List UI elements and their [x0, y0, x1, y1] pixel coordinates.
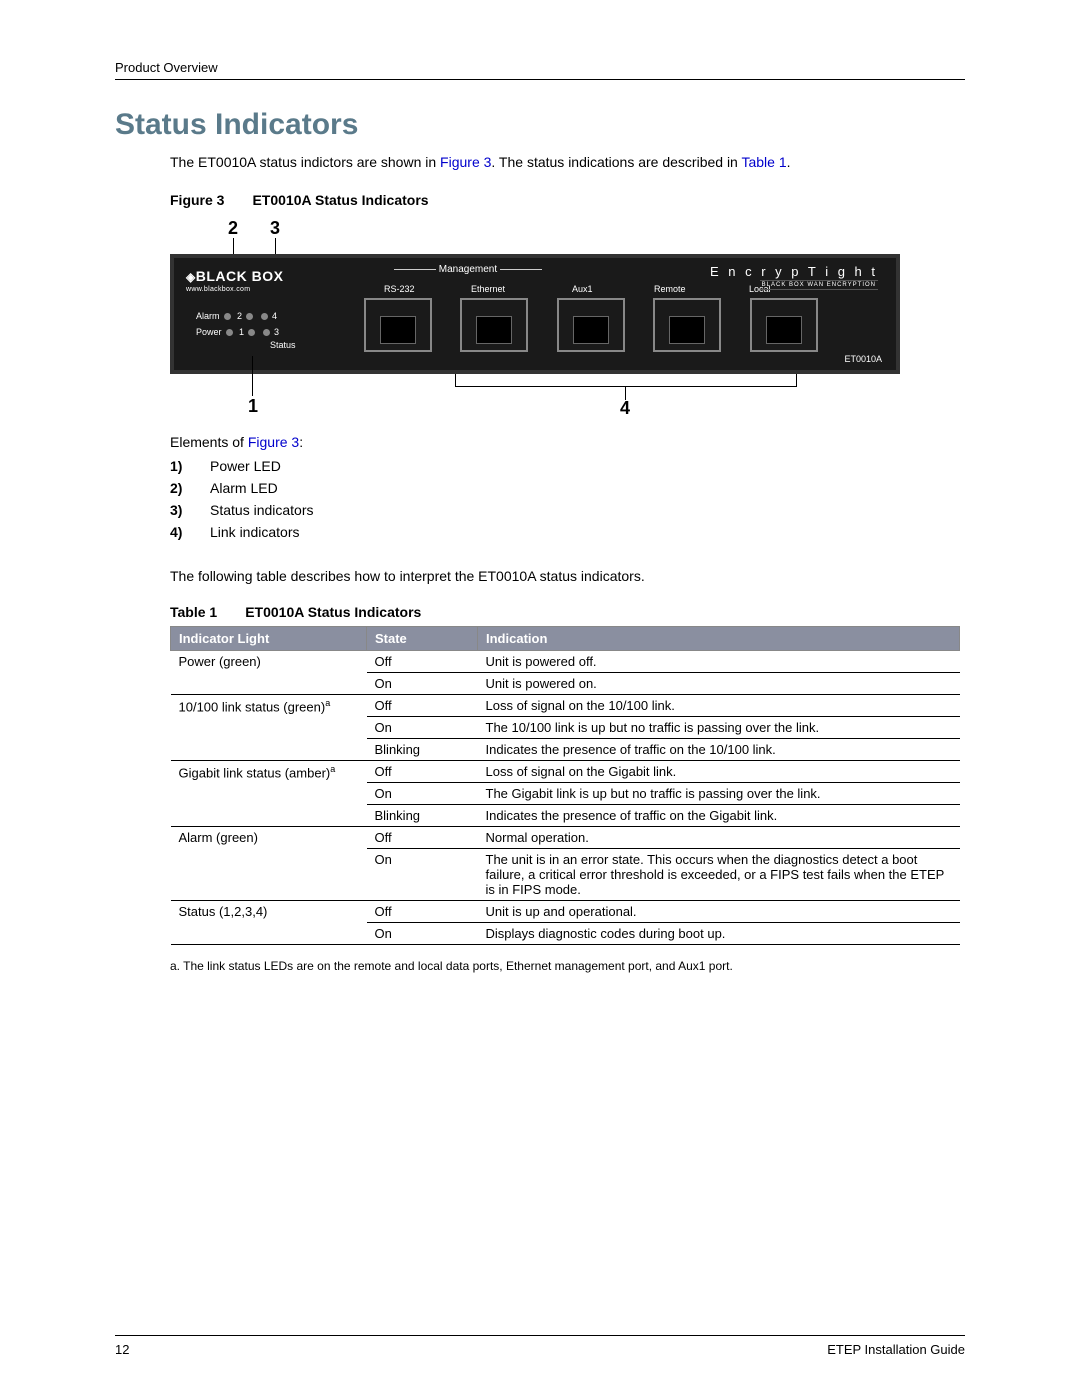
intro-post: .	[787, 154, 791, 170]
table-row: 10/100 link status (green)a Off Loss of …	[171, 695, 960, 717]
page-title: Status Indicators	[115, 108, 965, 142]
port-label-remote: Remote	[654, 284, 686, 294]
port-label-rs232: RS-232	[384, 284, 415, 294]
encryptight-brand: E n c r y p T i g h t	[710, 264, 878, 279]
intro-mid: . The status indications are described i…	[491, 154, 741, 170]
th-state: State	[367, 627, 478, 651]
status-label: Status	[270, 340, 296, 350]
device-front-panel: ◈BLACK BOX www.blackbox.com Alarm 24 Pow…	[170, 254, 900, 374]
callout-4: 4	[620, 398, 630, 419]
figure-caption: Figure 3 ET0010A Status Indicators	[115, 192, 965, 208]
port-label-ethernet: Ethernet	[471, 284, 505, 294]
intro-pre: The ET0010A status indictors are shown i…	[170, 154, 440, 170]
page-footer: 12 ETEP Installation Guide	[115, 1335, 965, 1357]
elem-text: Status indicators	[210, 502, 314, 518]
port-local	[750, 298, 818, 352]
th-indicator: Indicator Light	[171, 627, 367, 651]
port-ethernet	[460, 298, 528, 352]
table-row: Power (green) Off Unit is powered off.	[171, 651, 960, 673]
table-label: Table 1	[170, 604, 217, 620]
table-title: ET0010A Status Indicators	[245, 604, 421, 620]
figure-label: Figure 3	[170, 192, 224, 208]
figure3-link-2[interactable]: Figure 3	[248, 434, 299, 450]
callout-3: 3	[270, 218, 280, 239]
blackbox-url: www.blackbox.com	[186, 286, 250, 293]
port-rs232	[364, 298, 432, 352]
elem-text: Power LED	[210, 458, 281, 474]
th-indication: Indication	[478, 627, 960, 651]
header-section: Product Overview	[115, 60, 965, 75]
elem-num: 1)	[170, 458, 210, 474]
elem-num: 3)	[170, 502, 210, 518]
status-indicators-table: Indicator Light State Indication Power (…	[170, 626, 960, 945]
led-block: Alarm 24 Power 13	[196, 308, 279, 340]
elements-list: 1)Power LED 2)Alarm LED 3)Status indicat…	[170, 458, 965, 540]
table1-link[interactable]: Table 1	[741, 154, 786, 170]
port-remote	[653, 298, 721, 352]
figure-title: ET0010A Status Indicators	[252, 192, 428, 208]
device-figure: 2 3 ◈BLACK BOX www.blackbox.com Alarm 24…	[170, 218, 900, 418]
elem-text: Alarm LED	[210, 480, 278, 496]
header-rule	[115, 79, 965, 80]
table-row: Alarm (green) Off Normal operation.	[171, 827, 960, 849]
table-row: Gigabit link status (amber)a Off Loss of…	[171, 761, 960, 783]
figure3-link[interactable]: Figure 3	[440, 154, 491, 170]
elem-num: 4)	[170, 524, 210, 540]
elem-num: 2)	[170, 480, 210, 496]
encryptight-subtitle: BLACK BOX WAN ENCRYPTION	[760, 280, 878, 290]
table-caption: Table 1 ET0010A Status Indicators	[115, 604, 965, 620]
page-number: 12	[115, 1342, 129, 1357]
elem-text: Link indicators	[210, 524, 300, 540]
elements-title: Elements of Figure 3:	[170, 434, 965, 450]
table-intro-paragraph: The following table describes how to int…	[115, 568, 965, 584]
blackbox-logo: ◈BLACK BOX	[186, 268, 283, 284]
table-row: Status (1,2,3,4) Off Unit is up and oper…	[171, 901, 960, 923]
port-label-aux1: Aux1	[572, 284, 593, 294]
guide-name: ETEP Installation Guide	[827, 1342, 965, 1357]
intro-paragraph: The ET0010A status indictors are shown i…	[115, 154, 965, 170]
model-number: ET0010A	[844, 354, 882, 364]
port-aux1	[557, 298, 625, 352]
table-footnote: a. The link status LEDs are on the remot…	[115, 959, 965, 973]
management-label: Management	[394, 264, 542, 275]
callout-1: 1	[248, 396, 258, 417]
callout-2: 2	[228, 218, 238, 239]
